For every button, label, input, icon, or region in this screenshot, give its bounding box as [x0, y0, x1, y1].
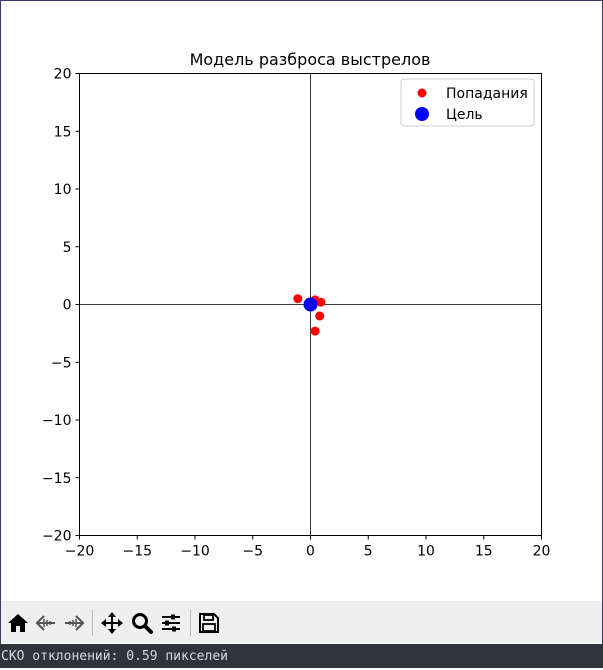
y-tick-label: 20 — [54, 67, 72, 83]
toolbar-separator — [190, 610, 191, 636]
x-tick-label: 15 — [475, 544, 493, 560]
chart-title: Модель разброса выстрелов — [190, 50, 431, 69]
zoom-icon — [132, 613, 153, 634]
legend-label: Попадания — [446, 86, 528, 102]
home-button[interactable] — [5, 610, 31, 636]
status-bar: СКО отклонений: 0.59 пикселей — [0, 644, 603, 668]
forward-button[interactable] — [61, 610, 87, 636]
back-button[interactable] — [33, 610, 59, 636]
hit-point — [315, 311, 325, 321]
x-tick-label: 10 — [417, 544, 435, 560]
zoom-button[interactable] — [129, 610, 155, 636]
y-tick-label: 5 — [63, 240, 72, 256]
forward-arrow-icon — [65, 615, 85, 631]
hit-point — [310, 326, 320, 336]
y-tick-label: 0 — [63, 298, 72, 314]
pan-icon — [101, 612, 123, 634]
x-tick-label: −10 — [180, 544, 210, 560]
y-tick-label: −20 — [42, 529, 72, 545]
hit-point — [293, 294, 303, 304]
back-arrow-icon — [35, 615, 55, 631]
hit-point — [316, 297, 326, 307]
legend-marker — [415, 107, 429, 121]
legend-marker — [417, 88, 427, 98]
save-icon — [199, 613, 219, 633]
x-tick-label: −15 — [122, 544, 152, 560]
y-tick-label: 10 — [54, 182, 72, 198]
x-tick-label: 20 — [533, 544, 551, 560]
y-tick-label: −10 — [42, 413, 72, 429]
x-tick-label: −5 — [242, 544, 263, 560]
legend-label: Цель — [446, 107, 483, 123]
configure-subplots-icon — [162, 614, 180, 632]
y-tick-label: −5 — [51, 355, 72, 371]
toolbar-separator — [92, 610, 93, 636]
navigation-toolbar — [1, 601, 602, 643]
figure-canvas: Модель разброса выстрелов −20 −15 −10 −5 0 5 1… — [42, 50, 551, 560]
y-tick-label: −15 — [42, 471, 72, 487]
pan-button[interactable] — [99, 610, 125, 636]
x-tick-label: 5 — [364, 544, 373, 560]
y-tick-label: 15 — [54, 124, 72, 140]
target-point — [303, 297, 318, 312]
x-tick-label: −20 — [65, 544, 95, 560]
configure-subplots-button[interactable] — [158, 610, 184, 636]
plot-frame — [79, 73, 542, 536]
home-icon — [8, 614, 28, 632]
save-button[interactable] — [196, 610, 222, 636]
legend: Попадания Цель — [400, 78, 535, 127]
x-tick-label: 0 — [306, 544, 315, 560]
legend-box — [400, 78, 535, 127]
